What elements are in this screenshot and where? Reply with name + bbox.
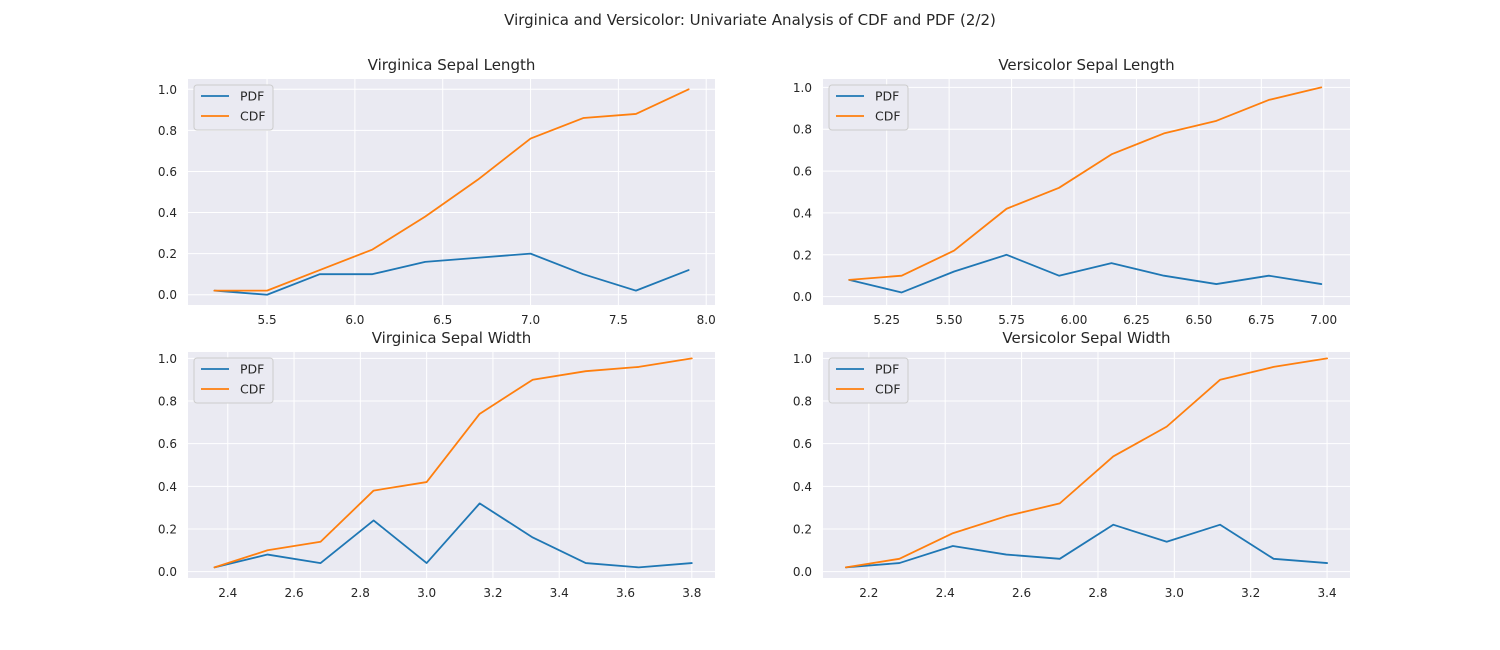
series-line-pdf	[848, 253, 1323, 294]
subplot-title: Virginica Sepal Length	[368, 56, 536, 74]
x-tick-label: 6.75	[1248, 313, 1275, 327]
y-tick-label: 0.0	[793, 565, 812, 579]
x-tick-label: 5.50	[936, 313, 963, 327]
subplot-3: 2.4 2.6 2.8 3.0 3.2 3.4 3.6 3.8 0.0 0.2 0.4 0.6 0.8 1…	[158, 329, 715, 600]
subplot-title: Versicolor Sepal Width	[1002, 329, 1170, 347]
legend-label: CDF	[875, 109, 901, 124]
legend-label: PDF	[240, 362, 264, 377]
series-line-pdf	[845, 523, 1328, 569]
x-tick-label: 2.8	[1088, 586, 1107, 600]
legend: PDF CDF	[828, 357, 909, 404]
subplot-2: 5.25 5.50 5.75 6.00 6.25 6.50 6.75 7.00 0.0 0.2 0.…	[793, 56, 1350, 327]
y-tick-label: 0.0	[158, 565, 177, 579]
y-tick-label: 0.8	[793, 395, 812, 409]
x-tick-label: 5.25	[873, 313, 900, 327]
x-tick-label: 3.4	[1318, 586, 1337, 600]
y-tick-label: 0.8	[158, 395, 177, 409]
y-tick-label: 0.6	[158, 437, 177, 451]
y-tick-label: 1.0	[793, 81, 812, 95]
y-tick-label: 0.6	[793, 437, 812, 451]
y-tick-label: 1.0	[793, 352, 812, 366]
series-line-cdf	[845, 357, 1328, 569]
legend: PDF CDF	[193, 84, 274, 131]
series-line-pdf	[213, 502, 693, 569]
x-tick-label: 6.0	[345, 313, 364, 327]
y-tick-label: 0.4	[793, 206, 812, 220]
series-line-pdf	[213, 252, 690, 296]
legend-label: CDF	[240, 382, 266, 397]
plot-area	[823, 79, 1350, 305]
x-tick-label: 2.4	[936, 586, 955, 600]
x-tick-label: 7.00	[1310, 313, 1337, 327]
x-tick-label: 2.8	[351, 586, 370, 600]
y-tick-label: 1.0	[158, 83, 177, 97]
x-tick-label: 3.2	[1241, 586, 1260, 600]
y-tick-label: 0.4	[158, 480, 177, 494]
x-tick-label: 5.75	[998, 313, 1025, 327]
y-tick-label: 0.4	[158, 206, 177, 220]
series-line-cdf	[848, 86, 1323, 281]
x-tick-label: 3.8	[682, 586, 701, 600]
legend-label: CDF	[240, 109, 266, 124]
y-tick-label: 0.8	[158, 124, 177, 138]
y-tick-label: 0.2	[158, 522, 177, 536]
legend: PDF CDF	[193, 357, 274, 404]
x-tick-label: 7.0	[521, 313, 540, 327]
legend-label: PDF	[875, 89, 899, 104]
y-tick-label: 0.6	[158, 165, 177, 179]
y-tick-label: 0.0	[158, 288, 177, 302]
legend-label: CDF	[875, 382, 901, 397]
y-tick-label: 0.2	[158, 247, 177, 261]
x-tick-label: 2.2	[859, 586, 878, 600]
subplot-title: Versicolor Sepal Length	[998, 56, 1174, 74]
x-tick-label: 6.5	[433, 313, 452, 327]
plot-area	[188, 79, 715, 305]
figure-title: Virginica and Versicolor: Univariate Ana…	[504, 11, 996, 29]
y-tick-label: 0.8	[793, 123, 812, 137]
y-tick-label: 0.6	[793, 165, 812, 179]
series-line-cdf	[213, 88, 690, 292]
x-tick-label: 2.6	[1012, 586, 1031, 600]
y-tick-label: 0.0	[793, 290, 812, 304]
plot-area	[823, 352, 1350, 578]
y-tick-label: 0.4	[793, 480, 812, 494]
legend: PDF CDF	[828, 84, 909, 131]
x-tick-label: 7.5	[609, 313, 628, 327]
x-tick-label: 8.0	[697, 313, 716, 327]
x-tick-label: 6.25	[1123, 313, 1150, 327]
plot-area	[188, 352, 715, 578]
x-tick-label: 3.0	[1165, 586, 1184, 600]
x-tick-label: 3.4	[550, 586, 569, 600]
legend-label: PDF	[875, 362, 899, 377]
subplot-title: Virginica Sepal Width	[372, 329, 532, 347]
x-tick-label: 2.4	[218, 586, 237, 600]
subplot-4: 2.2 2.4 2.6 2.8 3.0 3.2 3.4 0.0 0.2 0.4 0.6 0.8 1.0 V…	[793, 329, 1350, 600]
series-line-cdf	[213, 357, 693, 569]
x-tick-label: 5.5	[258, 313, 277, 327]
y-tick-label: 1.0	[158, 352, 177, 366]
x-tick-label: 6.00	[1061, 313, 1088, 327]
y-tick-label: 0.2	[793, 248, 812, 262]
subplot-1: 5.5 6.0 6.5 7.0 7.5 8.0 0.0 0.2 0.4 0.6 0.8 1.0 Virg…	[158, 56, 716, 327]
x-tick-label: 6.50	[1186, 313, 1213, 327]
x-tick-label: 3.0	[417, 586, 436, 600]
x-tick-label: 2.6	[285, 586, 304, 600]
y-tick-label: 0.2	[793, 522, 812, 536]
legend-label: PDF	[240, 89, 264, 104]
x-tick-label: 3.6	[616, 586, 635, 600]
x-tick-label: 3.2	[483, 586, 502, 600]
